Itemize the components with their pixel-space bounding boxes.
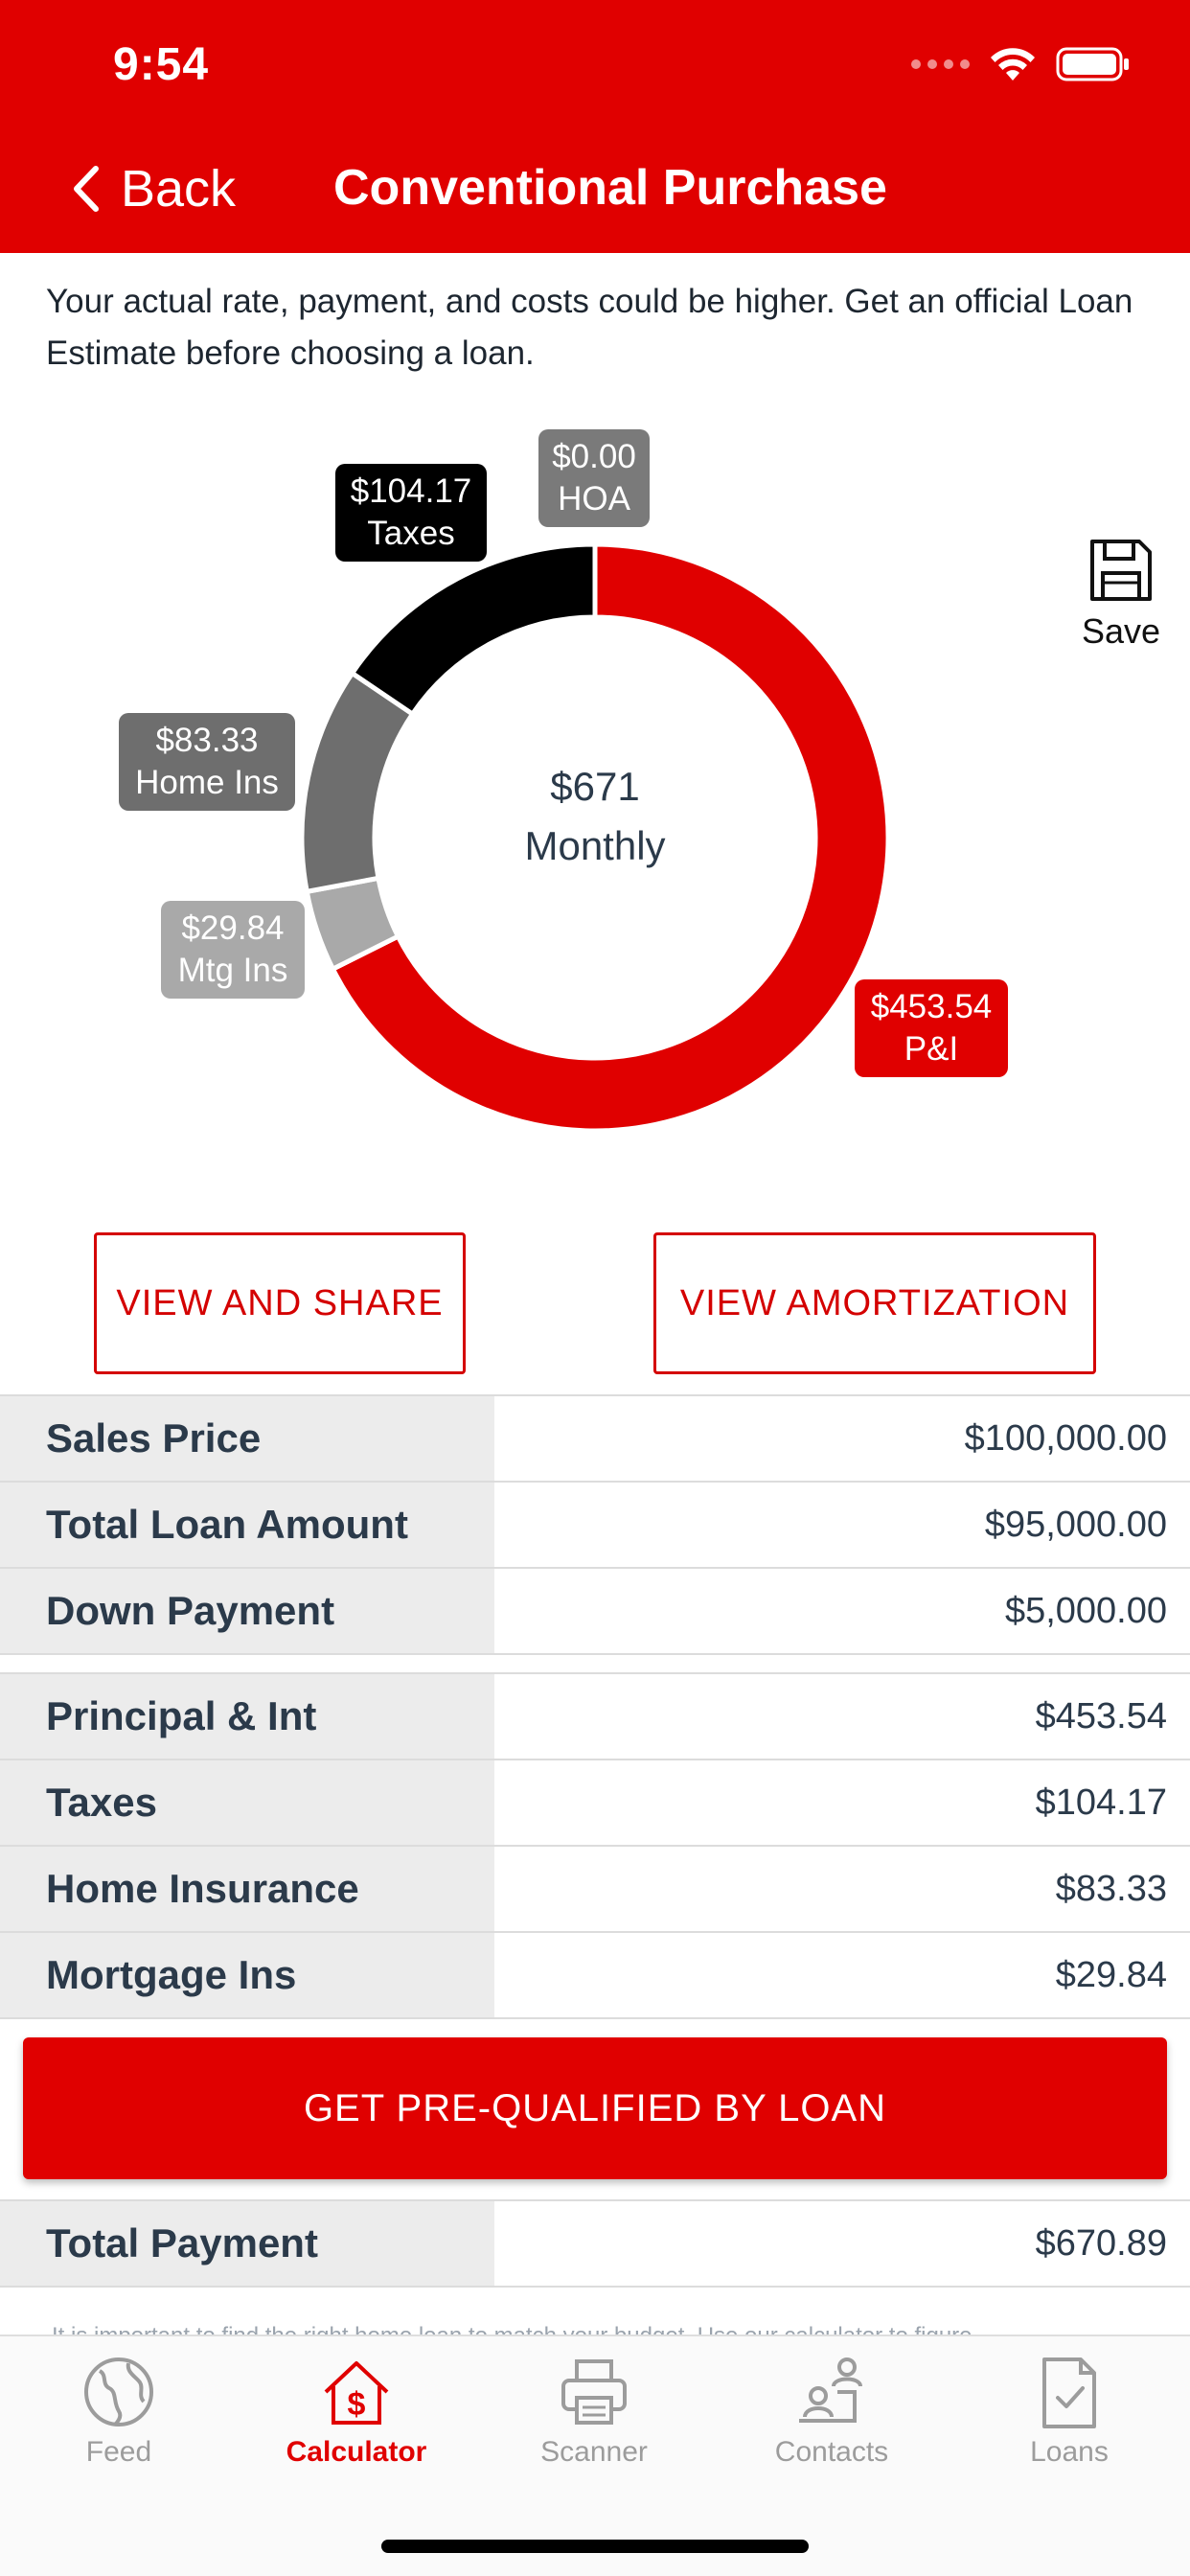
payment-donut-chart: $0.00 HOA $104.17 Taxes $83.33 Home Ins … bbox=[0, 412, 1190, 1160]
row-value: $95,000.00 bbox=[984, 1504, 1167, 1545]
tag-home-ins-value: $83.33 bbox=[155, 722, 259, 759]
tab-calculator[interactable]: $ Calculator bbox=[261, 2354, 452, 2469]
battery-icon bbox=[1056, 47, 1129, 81]
status-time: 9:54 bbox=[113, 39, 210, 90]
row-label: Mortgage Ins bbox=[0, 1933, 494, 2017]
floppy-disk-icon bbox=[1090, 540, 1152, 601]
get-prequalified-button[interactable]: GET PRE-QUALIFIED BY LOAN bbox=[23, 2037, 1167, 2179]
tag-pi-value: $453.54 bbox=[870, 988, 993, 1025]
tag-pi-name: P&I bbox=[904, 1030, 959, 1068]
row-label: Sales Price bbox=[0, 1396, 494, 1481]
view-and-share-label: VIEW AND SHARE bbox=[116, 1282, 444, 1323]
chevron-left-icon bbox=[74, 166, 99, 212]
bottom-tab-bar: Feed $ Calculator Scanner Contacts bbox=[0, 2334, 1190, 2576]
tab-loans-label: Loans bbox=[1030, 2436, 1109, 2468]
disclaimer-text: Your actual rate, payment, and costs cou… bbox=[46, 283, 1133, 372]
tag-taxes-value: $104.17 bbox=[350, 472, 472, 510]
tab-contacts-label: Contacts bbox=[774, 2436, 889, 2468]
tag-hoa-name: HOA bbox=[558, 480, 630, 518]
get-prequalified-label: GET PRE-QUALIFIED BY LOAN bbox=[303, 2086, 887, 2129]
header-bar: 9:54 Back Conventional Purchase bbox=[0, 0, 1190, 253]
row-label: Total Loan Amount bbox=[0, 1483, 494, 1567]
table-row: Total Loan Amount $95,000.00 bbox=[0, 1483, 1190, 1569]
globe-icon bbox=[84, 2358, 153, 2426]
donut-svg bbox=[299, 541, 891, 1134]
page-title: Conventional Purchase bbox=[333, 160, 887, 216]
table-row: Principal & Int $453.54 bbox=[0, 1674, 1190, 1760]
table-row: Taxes $104.17 bbox=[0, 1760, 1190, 1847]
donut-slice-taxes bbox=[349, 541, 598, 718]
wifi-icon bbox=[991, 48, 1035, 80]
tag-hoa-value: $0.00 bbox=[552, 438, 636, 475]
tab-calculator-label: Calculator bbox=[286, 2436, 427, 2468]
row-label: Home Insurance bbox=[0, 1847, 494, 1931]
tag-home-ins: $83.33 Home Ins bbox=[119, 713, 295, 811]
svg-text:$: $ bbox=[348, 2386, 366, 2423]
tab-contacts[interactable]: Contacts bbox=[736, 2354, 927, 2469]
tag-home-ins-name: Home Ins bbox=[135, 764, 279, 801]
save-label: Save bbox=[1081, 611, 1161, 651]
tab-scanner-label: Scanner bbox=[540, 2436, 648, 2468]
document-check-icon bbox=[1042, 2358, 1096, 2428]
back-label: Back bbox=[121, 160, 237, 218]
tag-pi: $453.54 P&I bbox=[855, 979, 1008, 1077]
row-value: $83.33 bbox=[1055, 1868, 1167, 1909]
donut-slice-p-i bbox=[330, 541, 891, 1134]
row-value: $104.17 bbox=[1035, 1782, 1167, 1823]
table-row: Down Payment $5,000.00 bbox=[0, 1569, 1190, 1655]
table-row: Home Insurance $83.33 bbox=[0, 1847, 1190, 1933]
footnote-text: It is important to find the right home l… bbox=[52, 2323, 973, 2336]
tab-feed[interactable]: Feed bbox=[23, 2354, 215, 2469]
cellular-signal-icon bbox=[911, 59, 970, 69]
tab-feed-label: Feed bbox=[85, 2436, 152, 2468]
row-value: $100,000.00 bbox=[964, 1417, 1167, 1459]
tag-mtg-ins: $29.84 Mtg Ins bbox=[161, 901, 305, 999]
tab-scanner[interactable]: Scanner bbox=[498, 2354, 690, 2469]
total-label: Total Payment bbox=[0, 2201, 494, 2286]
view-amortization-label: VIEW AMORTIZATION bbox=[679, 1282, 1070, 1323]
row-value: $29.84 bbox=[1055, 1954, 1167, 1995]
row-value: $5,000.00 bbox=[1004, 1590, 1167, 1631]
tag-hoa: $0.00 HOA bbox=[538, 429, 650, 527]
tag-taxes: $104.17 Taxes bbox=[335, 464, 487, 562]
row-label: Down Payment bbox=[0, 1569, 494, 1653]
status-icons bbox=[911, 46, 1131, 82]
total-payment-table: Total Payment $670.89 bbox=[0, 2199, 1190, 2288]
monthly-total-value: $671 bbox=[550, 764, 640, 809]
table-row: Mortgage Ins $29.84 bbox=[0, 1933, 1190, 2019]
tab-loans[interactable]: Loans bbox=[973, 2354, 1165, 2469]
row-label: Taxes bbox=[0, 1760, 494, 1845]
loan-summary-table: Sales Price $100,000.00 Total Loan Amoun… bbox=[0, 1394, 1190, 1655]
row-value: $453.54 bbox=[1035, 1695, 1167, 1736]
calculator-house-icon: $ bbox=[324, 2361, 389, 2425]
payment-breakdown-table: Principal & Int $453.54 Taxes $104.17 Ho… bbox=[0, 1672, 1190, 2019]
donut-slice-home-ins bbox=[299, 669, 417, 895]
total-value: $670.89 bbox=[1035, 2222, 1167, 2264]
row-label: Principal & Int bbox=[0, 1674, 494, 1759]
back-button[interactable]: Back bbox=[71, 159, 236, 218]
table-row: Sales Price $100,000.00 bbox=[0, 1396, 1190, 1483]
view-and-share-button[interactable]: VIEW AND SHARE bbox=[94, 1232, 466, 1374]
home-indicator bbox=[381, 2540, 809, 2553]
tag-mtg-ins-value: $29.84 bbox=[181, 909, 285, 947]
donut-center-label: $671 Monthly bbox=[403, 757, 787, 876]
contacts-icon bbox=[799, 2358, 862, 2423]
monthly-total-caption: Monthly bbox=[524, 823, 666, 868]
table-row: Total Payment $670.89 bbox=[0, 2201, 1190, 2288]
tag-taxes-name: Taxes bbox=[367, 515, 455, 552]
save-button[interactable]: Save bbox=[1073, 537, 1169, 652]
tag-mtg-ins-name: Mtg Ins bbox=[177, 952, 288, 989]
printer-icon bbox=[561, 2359, 627, 2425]
view-amortization-button[interactable]: VIEW AMORTIZATION bbox=[653, 1232, 1096, 1374]
